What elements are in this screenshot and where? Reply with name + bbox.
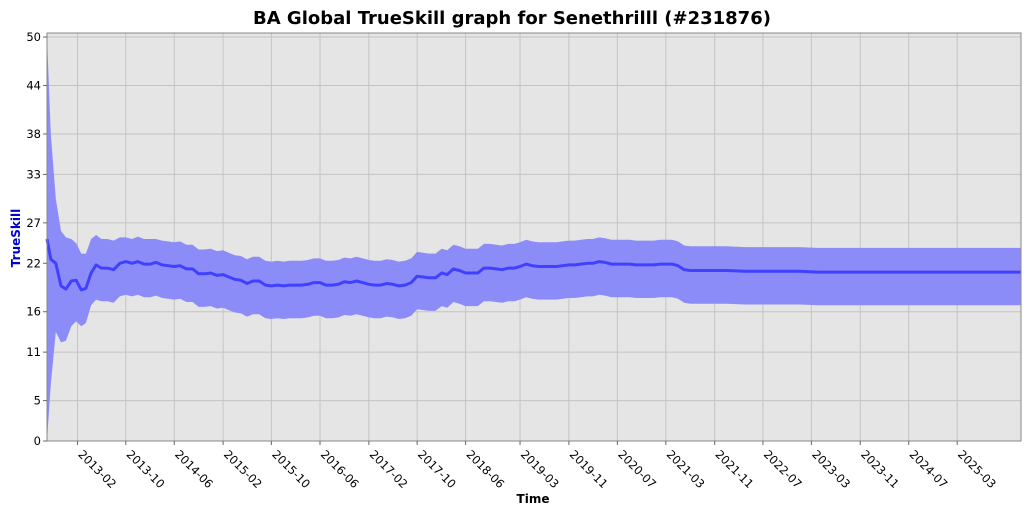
x-tick-label: 2023-11 <box>858 447 902 491</box>
chart-title: BA Global TrueSkill graph for Senethrill… <box>253 8 771 29</box>
y-tick-label: 22 <box>26 256 41 270</box>
y-tick-label: 11 <box>26 345 41 359</box>
x-axis-ticks: 2013-02 2013-10 2014-06 2015-02 2015-10 2016-… <box>75 441 999 491</box>
y-tick-label: 38 <box>26 127 41 141</box>
x-tick-label: 2014-06 <box>172 447 216 491</box>
y-tick-label: 5 <box>34 394 41 408</box>
x-tick-label: 2013-02 <box>75 447 119 491</box>
y-tick-label: 44 <box>26 79 41 93</box>
x-tick-label: 2016-06 <box>318 447 362 491</box>
x-tick-label: 2013-10 <box>124 447 168 491</box>
y-axis-ticks: 0 5 11 16 22 27 33 38 44 50 <box>26 30 47 448</box>
y-tick-label: 27 <box>26 216 41 230</box>
trueskill-line <box>45 238 1021 292</box>
x-tick-label: 2025-03 <box>955 447 999 491</box>
y-tick-label: 0 <box>34 434 41 448</box>
y-tick-label: 16 <box>26 305 41 319</box>
plot-area <box>47 33 1021 441</box>
x-axis-label: Time <box>517 492 550 506</box>
x-tick-label: 2015-10 <box>269 447 313 491</box>
x-tick-label: 2019-11 <box>567 447 611 491</box>
x-tick-label: 2017-10 <box>415 447 459 491</box>
x-tick-label: 2020-07 <box>615 447 659 491</box>
grid-layer <box>47 33 1021 442</box>
y-axis-label: TrueSkill <box>9 209 23 267</box>
x-tick-label: 2022-07 <box>761 447 805 491</box>
y-tick-label: 50 <box>26 30 41 44</box>
x-tick-label: 2021-03 <box>664 447 708 491</box>
x-tick-label: 2015-02 <box>221 447 265 491</box>
x-tick-label: 2017-02 <box>367 447 411 491</box>
plot-frame <box>46 32 1022 442</box>
x-tick-label: 2021-11 <box>713 447 757 491</box>
y-tick-label: 33 <box>26 167 41 181</box>
x-tick-label: 2019-03 <box>518 447 562 491</box>
x-tick-label: 2023-03 <box>809 447 853 491</box>
x-tick-label: 2018-06 <box>463 447 507 491</box>
x-tick-label: 2024-07 <box>907 447 951 491</box>
